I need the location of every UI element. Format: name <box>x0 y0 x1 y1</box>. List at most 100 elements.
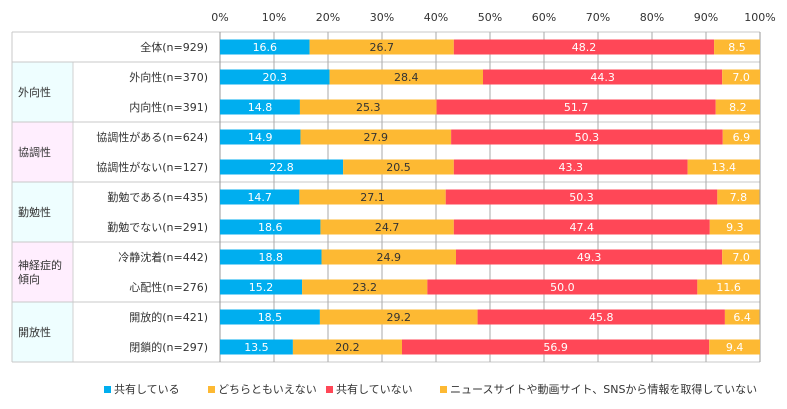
data-label: 18.6 <box>258 221 283 234</box>
bar-segment <box>722 69 760 85</box>
legend-item-not-shared: 共有していない <box>326 381 413 397</box>
bar-segment <box>717 189 760 205</box>
group-label-line: 勤勉性 <box>18 205 51 219</box>
group-label-line: 神経症的 <box>18 258 62 272</box>
bar-segment <box>709 339 760 355</box>
legend-label: どちらともいえない <box>218 383 317 396</box>
row-label: 開放的(n=421) <box>129 310 208 324</box>
data-label: 27.1 <box>360 191 385 204</box>
data-label: 22.8 <box>269 161 294 174</box>
legend-label: ニュースサイトや動画サイト、SNSから情報を取得していない <box>450 383 758 396</box>
group-cell-bg <box>12 122 73 182</box>
data-label: 8.5 <box>728 41 746 54</box>
bar-segment <box>343 159 454 175</box>
bar-segment <box>220 129 301 145</box>
bar-segment <box>477 309 725 325</box>
data-label: 24.9 <box>377 251 402 264</box>
bar-segment <box>292 339 402 355</box>
bar-segment <box>482 69 723 85</box>
group-cell-bg <box>12 182 73 242</box>
group-label-line: 外向性 <box>18 85 51 99</box>
row-label: 勤勉である(n=435) <box>107 190 208 204</box>
bar-segment <box>697 279 760 295</box>
group-label: 神経症的傾向 <box>18 258 62 286</box>
bar-segment <box>220 189 300 205</box>
x-tick-label: 100% <box>744 11 775 24</box>
group-label-line: 傾向 <box>18 272 40 286</box>
x-tick-label: 70% <box>586 11 610 24</box>
group-cell-bg <box>12 62 73 122</box>
bar-segment <box>453 159 688 175</box>
bar-segment <box>302 279 428 295</box>
data-label: 8.2 <box>729 101 747 114</box>
data-label: 9.3 <box>726 221 744 234</box>
data-label: 45.8 <box>589 311 614 324</box>
legend-item-shared: 共有している <box>104 381 180 397</box>
bar-segment <box>714 39 760 55</box>
data-label: 47.4 <box>570 221 595 234</box>
data-label: 14.8 <box>248 101 273 114</box>
row-label: 外向性(n=370) <box>129 70 208 84</box>
legend-item-neutral: どちらともいえない <box>208 381 317 397</box>
data-label: 14.7 <box>247 191 272 204</box>
legend-label: 共有していない <box>336 383 413 396</box>
data-label: 43.3 <box>558 161 583 174</box>
group-label-line: 開放性 <box>18 325 51 339</box>
bar-segment <box>300 129 452 145</box>
x-tick-label: 40% <box>424 11 448 24</box>
data-label: 24.7 <box>375 221 400 234</box>
x-tick-label: 30% <box>370 11 394 24</box>
data-label: 7.0 <box>732 251 750 264</box>
bar-segment <box>687 159 760 175</box>
bar-segment <box>220 219 321 235</box>
data-label: 18.8 <box>259 251 284 264</box>
data-label: 9.4 <box>726 341 744 354</box>
bar-segment <box>427 279 698 295</box>
bar-segment <box>220 309 320 325</box>
bar-segment <box>309 39 454 55</box>
data-label: 29.2 <box>386 311 411 324</box>
data-label: 23.2 <box>352 281 377 294</box>
group-label: 協調性 <box>18 145 51 159</box>
bar-segment <box>220 39 310 55</box>
data-label: 28.4 <box>394 71 419 84</box>
row-label: 内向性(n=391) <box>129 100 208 114</box>
data-label: 6.9 <box>733 131 751 144</box>
bar-segment <box>709 219 760 235</box>
legend-swatch <box>104 385 111 393</box>
data-label: 20.2 <box>335 341 360 354</box>
row-label: 協調性がない(n=127) <box>96 160 208 174</box>
data-label: 49.3 <box>577 251 602 264</box>
legend-swatch <box>440 385 447 393</box>
x-tick-label: 90% <box>694 11 718 24</box>
row-label: 協調性がある(n=624) <box>96 130 208 144</box>
data-label: 16.6 <box>253 41 278 54</box>
bar-segment <box>220 339 293 355</box>
bar-segment <box>455 249 723 265</box>
bar-segment <box>453 219 710 235</box>
group-label: 勤勉性 <box>18 205 51 219</box>
bar-segment <box>220 69 330 85</box>
data-label: 15.2 <box>249 281 274 294</box>
x-tick-label: 60% <box>532 11 556 24</box>
bar-segment <box>299 99 437 115</box>
x-tick-label: 80% <box>640 11 664 24</box>
bar-segment <box>220 279 303 295</box>
data-label: 44.3 <box>590 71 615 84</box>
bar-segment <box>299 189 446 205</box>
data-label: 20.3 <box>263 71 288 84</box>
data-label: 50.0 <box>550 281 575 294</box>
data-label: 14.9 <box>248 131 273 144</box>
bar-segment <box>722 129 760 145</box>
row-label: 全体(n=929) <box>140 40 208 54</box>
legend-label: 共有している <box>114 383 180 396</box>
legend-item-no-info: ニュースサイトや動画サイト、SNSから情報を取得していない <box>440 381 757 397</box>
data-label: 26.7 <box>369 41 394 54</box>
x-tick-label: 20% <box>316 11 340 24</box>
data-label: 25.3 <box>356 101 381 114</box>
data-label: 11.6 <box>716 281 741 294</box>
bar-segment <box>320 219 454 235</box>
group-cell-bg <box>12 302 73 362</box>
bar-segment <box>722 249 760 265</box>
row-label: 心配性(n=276) <box>129 280 208 294</box>
